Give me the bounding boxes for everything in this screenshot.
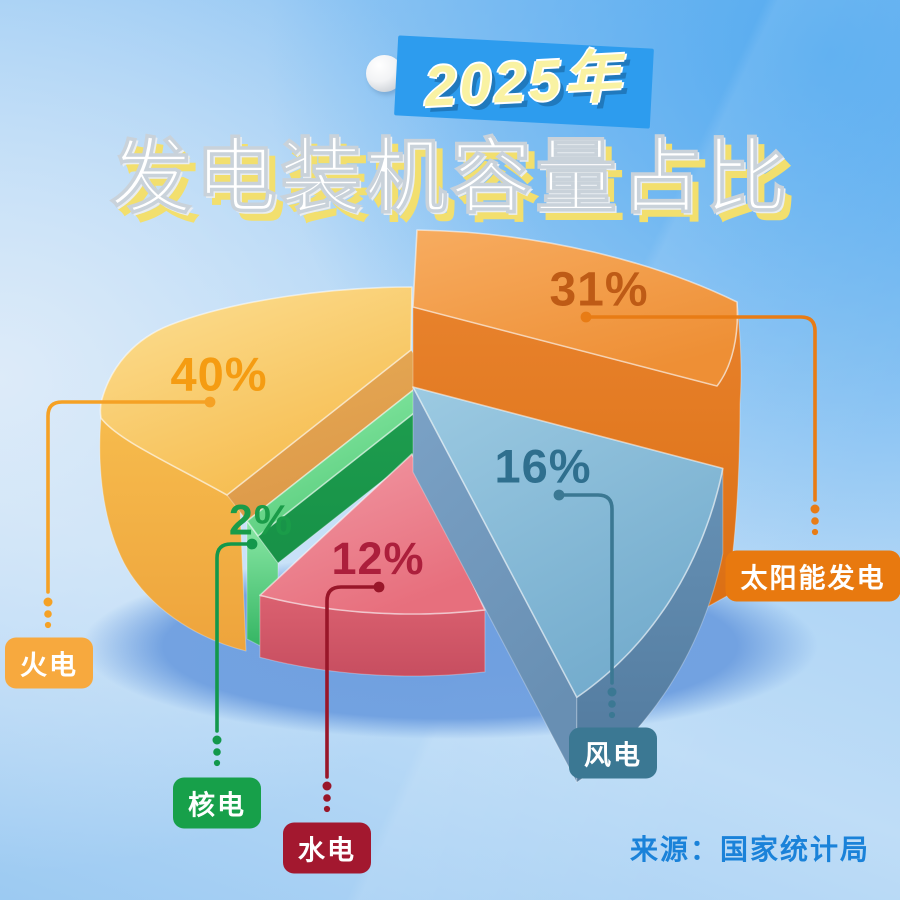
pct-label-wind: 16%: [494, 439, 592, 493]
category-badge-solar: 太阳能发电: [725, 550, 900, 602]
category-badge-hydro: 水电: [283, 822, 371, 874]
category-badge-wind: 风电: [569, 727, 657, 779]
leader-line-wind: [553, 489, 617, 719]
pct-label-hydro: 12%: [331, 533, 425, 584]
pct-label-solar: 31%: [549, 263, 649, 317]
leader-line-solar: [580, 311, 820, 536]
pie-slice-thermal: [99, 286, 432, 652]
leader-line-nuclear: [212, 538, 258, 767]
page-title: 发电装机容量占比: [109, 132, 790, 224]
category-badge-thermal: 火电: [5, 637, 93, 689]
pct-label-thermal: 40%: [170, 347, 268, 401]
category-badge-nuclear: 核电: [173, 777, 261, 829]
leader-line-thermal: [43, 396, 216, 629]
pct-label-nuclear: 2%: [228, 496, 294, 545]
leader-line-hydro: [322, 581, 385, 813]
source-note: 来源：国家统计局: [629, 834, 870, 865]
